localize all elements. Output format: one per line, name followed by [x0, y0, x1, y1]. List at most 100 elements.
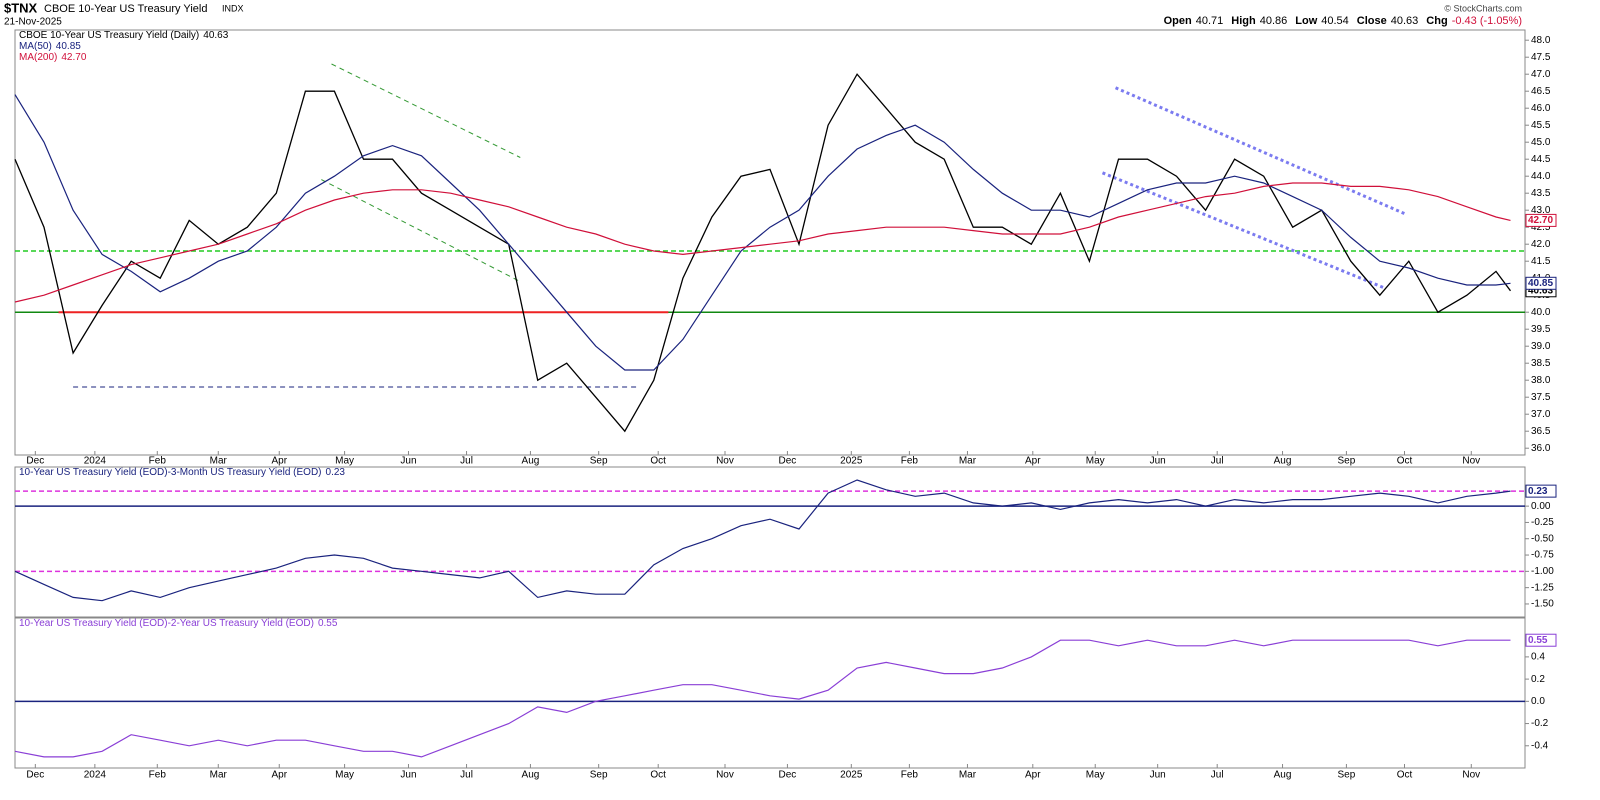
x-tick-label: Feb — [901, 770, 919, 781]
x-tick-label: Jun — [400, 456, 416, 467]
y-tick-label: 39.5 — [1531, 324, 1551, 335]
y-tick-label: 44.0 — [1531, 171, 1551, 182]
x-tick-label: Aug — [522, 456, 540, 467]
legend-entry: 10-Year US Treasury Yield (EOD)-2-Year U… — [19, 618, 338, 629]
exchange: INDX — [222, 3, 244, 13]
last-value-box — [1525, 276, 1557, 290]
y-tick-label: 44.5 — [1531, 154, 1551, 165]
x-tick-label: Dec — [26, 456, 44, 467]
series-line — [14, 639, 1511, 758]
x-tick-label: Nov — [1462, 456, 1480, 467]
y-tick-label: 45.0 — [1531, 137, 1551, 148]
y-tick-label: -1.25 — [1531, 582, 1554, 593]
x-tick-label: Nov — [716, 456, 734, 467]
last-value-box — [1525, 484, 1557, 498]
y-tick-label: 36.0 — [1531, 443, 1551, 454]
quote-label: Open — [1164, 15, 1192, 27]
quote-value: 40.54 — [1321, 15, 1349, 27]
trend-line — [321, 179, 521, 283]
legend-name: MA(200) — [19, 52, 57, 63]
x-tick-label: Jul — [460, 456, 473, 467]
x-tick-label: Feb — [149, 770, 167, 781]
legend-entry: CBOE 10-Year US Treasury Yield (Daily) 40… — [19, 30, 229, 41]
y-tick-label: 37.5 — [1531, 392, 1551, 403]
quote-value: 40.63 — [1391, 15, 1419, 27]
y-tick-label: -0.2 — [1531, 718, 1549, 729]
y-tick-label: 48.0 — [1531, 35, 1551, 46]
x-tick-label: Jul — [1211, 456, 1224, 467]
y-tick-label: 0.0 — [1531, 696, 1545, 707]
quote-label: Close — [1357, 15, 1387, 27]
last-value-box — [1525, 213, 1557, 227]
legend-value: 40.85 — [56, 41, 81, 52]
x-tick-label: Sep — [1338, 456, 1356, 467]
y-tick-label: -1.00 — [1531, 566, 1554, 577]
date: 21-Nov-2025 — [4, 17, 62, 28]
x-tick-label: Oct — [1397, 770, 1413, 781]
y-tick-label: 39.0 — [1531, 341, 1551, 352]
trend-line — [1101, 171, 1387, 290]
panel-frame — [14, 29, 1526, 456]
x-tick-label: Nov — [1462, 770, 1480, 781]
legend-entry: MA(50) 40.85 — [19, 41, 81, 52]
x-tick-label: Mar — [959, 456, 977, 467]
x-tick-label: May — [335, 770, 354, 781]
y-tick-label: 41.5 — [1531, 256, 1551, 267]
legend-value: 42.70 — [61, 52, 86, 63]
legend-value: 0.55 — [318, 618, 338, 629]
x-tick-label: Dec — [779, 770, 797, 781]
last-value-label: 40.63 — [1528, 285, 1553, 296]
x-tick-label: May — [1086, 456, 1105, 467]
y-tick-label: -1.50 — [1531, 599, 1554, 610]
x-tick-label: Aug — [1274, 456, 1292, 467]
quote-label: Chg — [1426, 15, 1447, 27]
y-tick-label: -0.75 — [1531, 550, 1554, 561]
y-tick-label: 43.5 — [1531, 188, 1551, 199]
legend-name: CBOE 10-Year US Treasury Yield (Daily) — [19, 30, 199, 41]
x-tick-label: Mar — [210, 770, 228, 781]
y-tick-label: 0.4 — [1531, 652, 1545, 663]
quote-value: -0.43 (-1.05%) — [1452, 15, 1522, 27]
x-tick-label: Sep — [590, 770, 608, 781]
legend-name: 10-Year US Treasury Yield (EOD)-3-Month … — [19, 467, 322, 478]
y-tick-label: 46.0 — [1531, 103, 1551, 114]
y-tick-label: 42.0 — [1531, 239, 1551, 250]
y-tick-label: 47.5 — [1531, 52, 1551, 63]
legend-value: 40.63 — [203, 30, 228, 41]
quote-label: High — [1231, 15, 1256, 27]
x-tick-label: 2025 — [840, 456, 863, 467]
series-line — [14, 479, 1511, 602]
x-tick-label: Aug — [1274, 770, 1292, 781]
legend-name: MA(50) — [19, 41, 52, 52]
series-line — [14, 73, 1512, 433]
x-tick-label: Dec — [779, 456, 797, 467]
last-value-label: 0.23 — [1528, 486, 1548, 497]
last-value-box — [1525, 633, 1557, 647]
y-tick-label: -0.4 — [1531, 740, 1549, 751]
x-tick-label: Apr — [1025, 770, 1041, 781]
y-tick-label: 0.00 — [1531, 501, 1551, 512]
panel-frame — [14, 617, 1526, 769]
trend-line — [1114, 86, 1406, 215]
y-tick-label: 36.5 — [1531, 426, 1551, 437]
x-tick-label: Aug — [522, 770, 540, 781]
x-tick-label: Jun — [1150, 456, 1166, 467]
symbol: $TNX — [4, 0, 38, 15]
quote-value: 40.86 — [1260, 15, 1288, 27]
x-tick-label: 2025 — [840, 770, 863, 781]
y-tick-label: 46.5 — [1531, 86, 1551, 97]
legend-entry: MA(200) 42.70 — [19, 52, 87, 63]
x-tick-label: Mar — [959, 770, 977, 781]
x-tick-label: Apr — [271, 770, 287, 781]
security-name: CBOE 10-Year US Treasury Yield — [44, 3, 207, 15]
panel-frame — [14, 466, 1526, 618]
y-tick-label: 42.5 — [1531, 222, 1551, 233]
x-tick-label: Jul — [1211, 770, 1224, 781]
y-tick-label: -0.25 — [1531, 517, 1554, 528]
y-tick-label: 37.0 — [1531, 409, 1551, 420]
x-tick-label: Feb — [901, 456, 919, 467]
y-tick-label: 45.5 — [1531, 120, 1551, 131]
y-tick-label: 43.0 — [1531, 205, 1551, 216]
x-tick-label: Jul — [460, 770, 473, 781]
last-value-label: 40.85 — [1528, 278, 1553, 289]
